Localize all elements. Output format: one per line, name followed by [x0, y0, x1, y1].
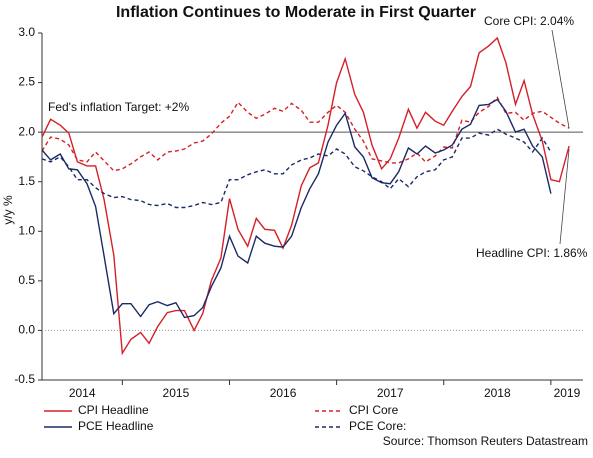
legend-label: CPI Core: [349, 403, 399, 417]
y-tick-label: 2.0: [18, 124, 35, 138]
annotation: Fed's inflation Target: +2%: [48, 100, 189, 114]
y-tick-label: 2.5: [18, 75, 35, 89]
x-tick-label: 2014: [69, 386, 96, 400]
y-tick-label: 1.5: [18, 174, 35, 188]
line-series: [41, 36, 570, 356]
x-tick-label: 2015: [163, 386, 190, 400]
chart-title: Inflation Continues to Moderate in First…: [116, 4, 476, 21]
legend-label: CPI Headline: [78, 403, 149, 417]
x-tick-label: 2017: [377, 386, 404, 400]
line-series: [41, 98, 552, 319]
annotation: Core CPI: 2.04%: [484, 14, 574, 28]
y-tick-label: -0.5: [14, 372, 35, 386]
source: Source: Thomson Reuters Datastream: [383, 434, 588, 448]
line-series: [41, 96, 570, 172]
annotation-pointer: [559, 148, 570, 245]
legend-label: PCE Headline: [78, 419, 154, 433]
annotation: Headline CPI: 1.86%: [476, 246, 588, 260]
line-series: [41, 128, 552, 209]
y-axis-label: y/y %: [1, 195, 15, 225]
x-tick-label: 2018: [484, 386, 511, 400]
legend-label: PCE Core:: [349, 419, 406, 433]
y-tick-label: 3.0: [18, 25, 35, 39]
y-tick-label: 1.0: [18, 223, 35, 237]
x-tick-label: 2019: [554, 386, 581, 400]
annotation-pointer: [551, 29, 570, 129]
x-tick-label: 2016: [270, 386, 297, 400]
y-tick-label: 0.0: [18, 323, 35, 337]
y-tick-label: 0.5: [18, 273, 35, 287]
